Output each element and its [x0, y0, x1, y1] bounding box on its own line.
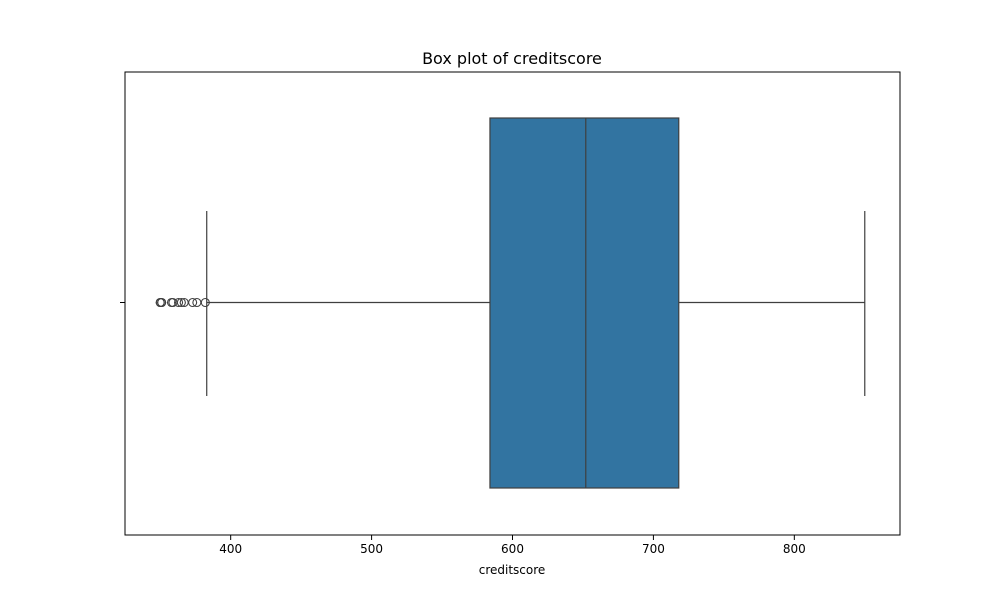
outlier-point [176, 297, 186, 308]
outlier-point [157, 297, 167, 308]
x-tick-label: 400 [219, 542, 242, 556]
outlier-point [200, 297, 210, 308]
chart-title: Box plot of creditscore [422, 49, 602, 68]
plot-area: 400 500 600 700 800 [120, 71, 901, 556]
outlier-point [188, 297, 198, 308]
x-tick-label: 600 [501, 542, 524, 556]
x-tick-label: 500 [360, 542, 383, 556]
iqr-box [489, 117, 680, 489]
outlier-point [173, 297, 184, 308]
x-tick-label: 800 [783, 542, 806, 556]
x-tick-label: 700 [642, 542, 665, 556]
x-axis-label: creditscore [479, 563, 546, 577]
